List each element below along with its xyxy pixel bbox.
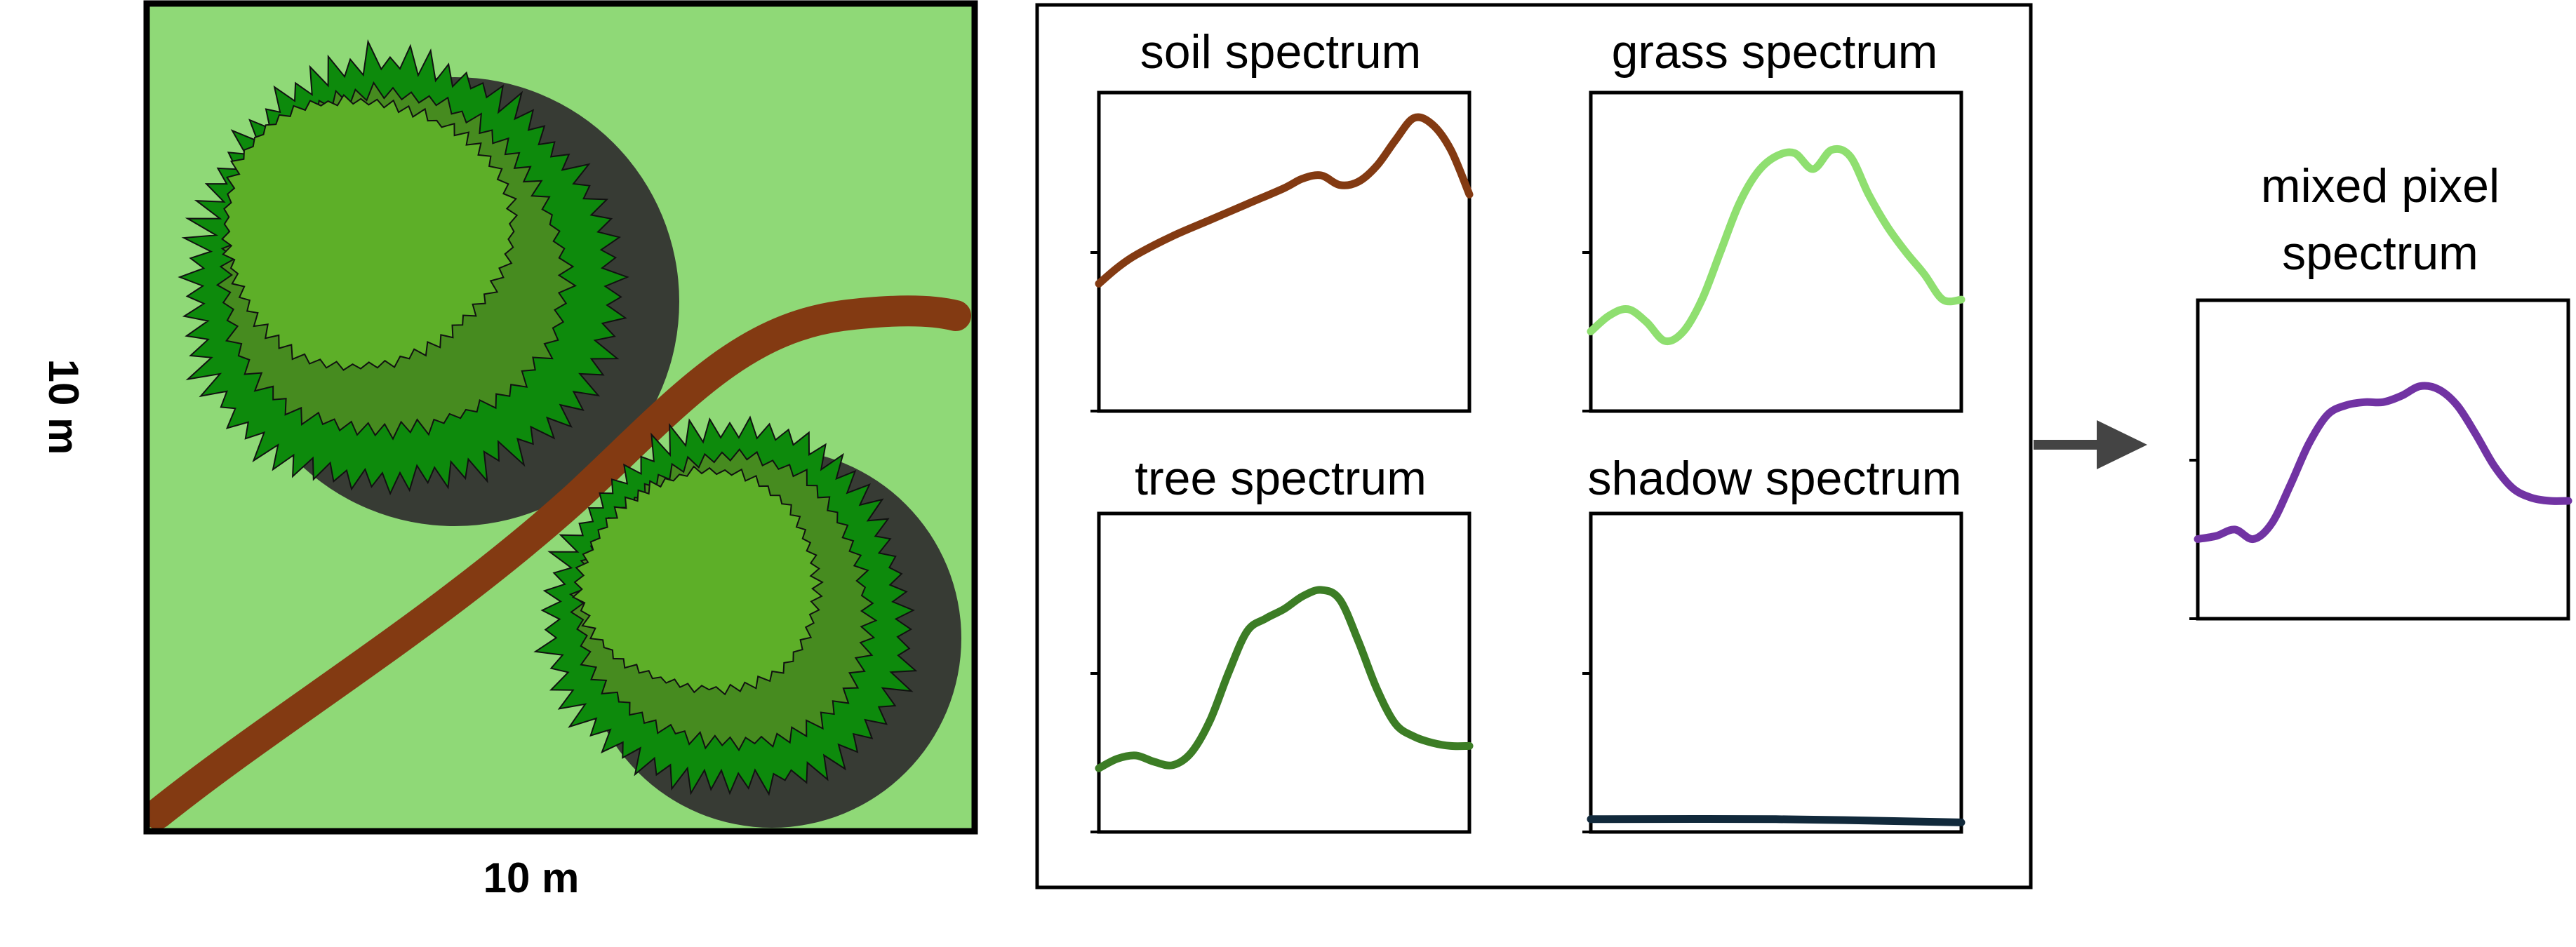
mixed-spectrum-title-line1: mixed pixel [2261, 159, 2500, 213]
grass-spectrum-chart: grass spectrum [1582, 25, 1966, 413]
soil-spectrum-line [1095, 113, 1474, 288]
shadow-spectrum-line [1587, 814, 1966, 826]
pixel-border [143, 0, 978, 835]
pixel-height-label: 10 m [40, 359, 87, 455]
grass-spectrum-title: grass spectrum [1612, 25, 1938, 79]
tree2 [533, 415, 918, 796]
tree2-canopy-inner [571, 465, 824, 696]
soil-spectrum-title: soil spectrum [1140, 25, 1422, 79]
shadow-spectrum-chart: shadow spectrum [1582, 452, 1966, 834]
soil-spectrum-chart: soil spectrum [1090, 25, 1474, 413]
tree-plot-frame [1097, 511, 1471, 834]
soil-plot-frame [1097, 90, 1471, 413]
tree-spectrum-line [1095, 586, 1474, 772]
endmember-panel [1035, 3, 2033, 889]
mixed-spectrum-line [2194, 382, 2572, 544]
pixel-scene [147, 4, 975, 831]
mixed-plot-frame [2196, 298, 2570, 621]
mixed-spectrum-title-line2: spectrum [2282, 227, 2478, 280]
shadow-plot-frame [1589, 511, 1963, 834]
tree-spectrum-chart: tree spectrum [1090, 452, 1474, 834]
shadow-spectrum-title: shadow spectrum [1588, 452, 1962, 505]
tree1-canopy-inner [221, 93, 519, 371]
dirt-path [147, 295, 971, 829]
arrow-icon [2034, 420, 2147, 469]
mixed-spectrum-chart: mixed pixel spectrum [2189, 159, 2572, 621]
pixel-width-label: 10 m [483, 854, 580, 901]
tree-spectrum-title: tree spectrum [1135, 452, 1427, 505]
grass-spectrum-line [1587, 145, 1966, 346]
tree1 [178, 39, 629, 496]
